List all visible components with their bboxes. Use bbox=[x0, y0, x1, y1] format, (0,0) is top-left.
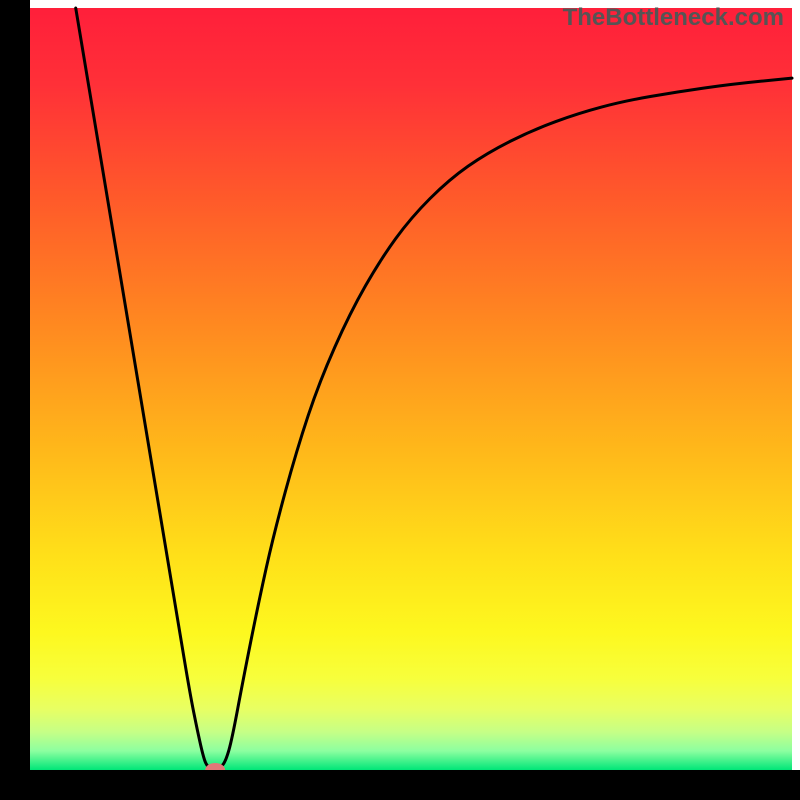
border-left bbox=[0, 0, 30, 800]
border-bottom bbox=[0, 770, 800, 800]
chart-container: TheBottleneck.com bbox=[0, 0, 800, 800]
plot-background bbox=[30, 8, 792, 770]
watermark: TheBottleneck.com bbox=[563, 4, 784, 32]
bottleneck-chart bbox=[0, 0, 800, 800]
